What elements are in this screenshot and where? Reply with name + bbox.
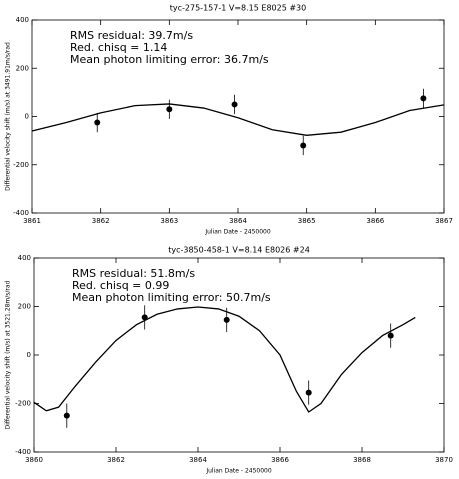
data-point: [387, 332, 394, 339]
model-curve: [33, 306, 416, 413]
x-axis-label: Julian Date - 2450000: [205, 468, 272, 475]
y-tick-label: 0: [27, 351, 31, 359]
x-tick-label: 3866: [366, 217, 384, 225]
y-tick-label: 200: [16, 64, 29, 72]
chart-title: tyc-3850-458-1 V=8.14 E8026 #24: [168, 246, 310, 255]
data-point: [94, 119, 101, 126]
model-curve: [31, 103, 445, 136]
data-point: [141, 314, 148, 321]
annotation: Mean photon limiting error: 36.7m/s: [70, 53, 269, 66]
data-point: [305, 389, 312, 396]
data-point: [63, 412, 70, 419]
annotation: RMS residual: 39.7m/s: [70, 29, 193, 42]
y-axis-label: Differential velocity shift (m/s) at 352…: [5, 280, 12, 429]
y-tick-label: -200: [13, 161, 29, 169]
data-point: [300, 142, 307, 149]
data-point: [166, 106, 173, 113]
x-tick-label: 3864: [229, 217, 247, 225]
y-tick-label: 200: [18, 303, 31, 311]
y-tick-label: 0: [25, 113, 29, 121]
y-tick-label: 400: [16, 16, 29, 24]
x-tick-label: 3866: [271, 456, 289, 464]
annotation: Red. chisq = 1.14: [70, 41, 167, 54]
annotation: Red. chisq = 0.99: [72, 279, 169, 292]
y-tick-label: -400: [15, 448, 31, 456]
x-tick-label: 3865: [298, 217, 316, 225]
x-tick-label: 3862: [92, 217, 110, 225]
x-tick-label: 3870: [435, 456, 453, 464]
x-tick-label: 3868: [353, 456, 371, 464]
x-tick-label: 3862: [107, 456, 125, 464]
data-point: [231, 101, 238, 108]
data-point: [223, 316, 230, 323]
y-tick-label: -400: [13, 209, 29, 217]
y-tick-label: -200: [15, 400, 31, 408]
y-axis-label: Differential velocity shift (m/s) at 349…: [5, 42, 12, 191]
x-tick-label: 3863: [160, 217, 178, 225]
x-tick-label: 3860: [25, 456, 43, 464]
annotation: RMS residual: 51.8m/s: [72, 267, 195, 280]
x-tick-label: 3864: [189, 456, 207, 464]
x-axis-label: Julian Date - 2450000: [204, 229, 271, 236]
x-tick-label: 3861: [23, 217, 41, 225]
data-point: [420, 95, 427, 102]
chart-title: tyc-275-157-1 V=8.15 E8025 #30: [170, 4, 306, 13]
x-tick-label: 3867: [435, 217, 453, 225]
annotation: Mean photon limiting error: 50.7m/s: [72, 291, 271, 304]
y-tick-label: 400: [18, 254, 31, 262]
